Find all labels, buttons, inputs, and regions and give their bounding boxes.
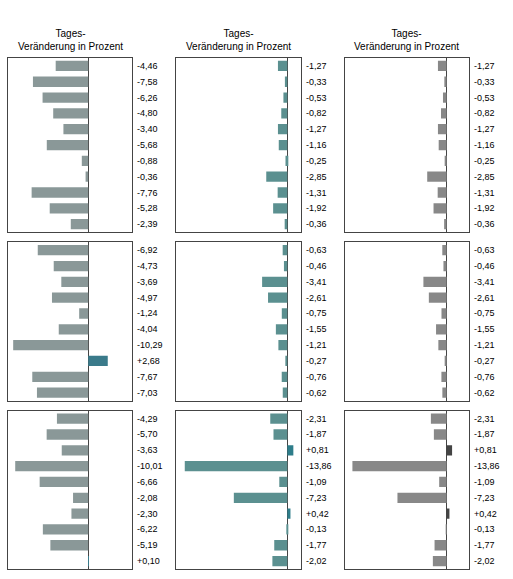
svg-text:-0,75: -0,75 xyxy=(474,308,495,318)
svg-text:-0,53: -0,53 xyxy=(474,93,495,103)
svg-text:-1,77: -1,77 xyxy=(306,540,327,550)
svg-text:-1,92: -1,92 xyxy=(306,203,327,213)
svg-text:-4,97: -4,97 xyxy=(137,293,158,303)
svg-text:-7,03: -7,03 xyxy=(137,388,158,398)
svg-text:-0,82: -0,82 xyxy=(474,108,495,118)
svg-text:-7,23: -7,23 xyxy=(306,493,327,503)
svg-text:-13,86: -13,86 xyxy=(306,461,332,471)
svg-text:-1,09: -1,09 xyxy=(306,477,327,487)
svg-text:-0,25: -0,25 xyxy=(474,156,495,166)
svg-text:+0,81: +0,81 xyxy=(474,445,497,455)
svg-text:-1,16: -1,16 xyxy=(474,140,495,150)
svg-text:-0,53: -0,53 xyxy=(306,93,327,103)
svg-text:-4,80: -4,80 xyxy=(137,108,158,118)
svg-text:-1,31: -1,31 xyxy=(474,188,495,198)
svg-text:-0,46: -0,46 xyxy=(306,261,327,271)
svg-text:-3,41: -3,41 xyxy=(474,277,495,287)
svg-text:Tages-Veränderung in Prozent: Tages-Veränderung in Prozent xyxy=(18,28,123,52)
svg-text:-10,01: -10,01 xyxy=(137,461,163,471)
svg-text:-1,16: -1,16 xyxy=(306,140,327,150)
svg-text:-0,62: -0,62 xyxy=(306,388,327,398)
svg-text:-7,67: -7,67 xyxy=(137,372,158,382)
svg-text:-7,23: -7,23 xyxy=(474,493,495,503)
svg-text:-0,13: -0,13 xyxy=(474,524,495,534)
svg-text:-7,58: -7,58 xyxy=(137,77,158,87)
svg-text:-0,82: -0,82 xyxy=(306,108,327,118)
svg-text:-6,66: -6,66 xyxy=(137,477,158,487)
svg-text:-0,88: -0,88 xyxy=(137,156,158,166)
svg-text:-0,36: -0,36 xyxy=(137,172,158,182)
svg-text:-0,27: -0,27 xyxy=(474,356,495,366)
svg-text:-0,76: -0,76 xyxy=(306,372,327,382)
svg-text:-6,22: -6,22 xyxy=(137,524,158,534)
svg-text:-5,70: -5,70 xyxy=(137,429,158,439)
svg-text:-6,26: -6,26 xyxy=(137,93,158,103)
svg-text:-0,33: -0,33 xyxy=(306,77,327,87)
svg-text:-2,39: -2,39 xyxy=(137,219,158,229)
svg-text:-3,63: -3,63 xyxy=(137,445,158,455)
svg-text:-0,62: -0,62 xyxy=(474,388,495,398)
svg-text:-4,73: -4,73 xyxy=(137,261,158,271)
svg-text:-13,86: -13,86 xyxy=(474,461,500,471)
svg-text:-0,75: -0,75 xyxy=(306,308,327,318)
svg-text:-2,02: -2,02 xyxy=(474,556,495,566)
svg-text:-2,08: -2,08 xyxy=(137,493,158,503)
svg-text:-1,77: -1,77 xyxy=(474,540,495,550)
svg-text:-2,61: -2,61 xyxy=(474,293,495,303)
svg-text:-2,31: -2,31 xyxy=(306,414,327,424)
svg-text:-1,55: -1,55 xyxy=(474,324,495,334)
svg-text:-3,41: -3,41 xyxy=(306,277,327,287)
svg-text:-0,46: -0,46 xyxy=(474,261,495,271)
svg-text:-1,87: -1,87 xyxy=(306,429,327,439)
svg-text:-0,36: -0,36 xyxy=(474,219,495,229)
svg-text:-1,09: -1,09 xyxy=(474,477,495,487)
svg-text:-2,02: -2,02 xyxy=(306,556,327,566)
svg-text:-4,46: -4,46 xyxy=(137,61,158,71)
svg-text:+0,81: +0,81 xyxy=(306,445,329,455)
svg-text:-3,40: -3,40 xyxy=(137,124,158,134)
svg-text:-1,21: -1,21 xyxy=(474,340,495,350)
svg-text:-0,13: -0,13 xyxy=(306,524,327,534)
svg-text:-10,29: -10,29 xyxy=(137,340,163,350)
svg-text:-0,33: -0,33 xyxy=(474,77,495,87)
svg-text:Tages-Veränderung in Prozent: Tages-Veränderung in Prozent xyxy=(186,28,291,52)
svg-text:-1,87: -1,87 xyxy=(474,429,495,439)
svg-text:+0,10: +0,10 xyxy=(137,556,160,566)
svg-text:-1,92: -1,92 xyxy=(474,203,495,213)
svg-text:-1,27: -1,27 xyxy=(306,124,327,134)
svg-text:-0,27: -0,27 xyxy=(306,356,327,366)
svg-text:-5,68: -5,68 xyxy=(137,140,158,150)
svg-text:-1,27: -1,27 xyxy=(474,61,495,71)
svg-text:Tages-Veränderung in Prozent: Tages-Veränderung in Prozent xyxy=(354,28,459,52)
svg-text:-1,21: -1,21 xyxy=(306,340,327,350)
svg-text:-1,55: -1,55 xyxy=(306,324,327,334)
svg-text:-4,04: -4,04 xyxy=(137,324,158,334)
svg-text:-2,85: -2,85 xyxy=(306,172,327,182)
svg-text:-0,36: -0,36 xyxy=(306,219,327,229)
svg-text:-5,28: -5,28 xyxy=(137,203,158,213)
svg-text:-0,63: -0,63 xyxy=(474,245,495,255)
svg-text:-5,19: -5,19 xyxy=(137,540,158,550)
svg-text:-2,61: -2,61 xyxy=(306,293,327,303)
svg-text:-1,31: -1,31 xyxy=(306,188,327,198)
svg-text:-2,85: -2,85 xyxy=(474,172,495,182)
svg-text:-3,69: -3,69 xyxy=(137,277,158,287)
svg-text:-2,30: -2,30 xyxy=(137,509,158,519)
svg-text:-7,76: -7,76 xyxy=(137,188,158,198)
svg-text:-1,24: -1,24 xyxy=(137,308,158,318)
svg-text:-0,25: -0,25 xyxy=(306,156,327,166)
svg-text:+0,42: +0,42 xyxy=(474,509,497,519)
svg-text:-0,63: -0,63 xyxy=(306,245,327,255)
svg-text:-2,31: -2,31 xyxy=(474,414,495,424)
svg-text:+0,42: +0,42 xyxy=(306,509,329,519)
svg-text:-1,27: -1,27 xyxy=(306,61,327,71)
svg-text:-4,29: -4,29 xyxy=(137,414,158,424)
svg-text:+2,68: +2,68 xyxy=(137,356,160,366)
svg-text:-0,76: -0,76 xyxy=(474,372,495,382)
svg-text:-1,27: -1,27 xyxy=(474,124,495,134)
svg-text:-6,92: -6,92 xyxy=(137,245,158,255)
